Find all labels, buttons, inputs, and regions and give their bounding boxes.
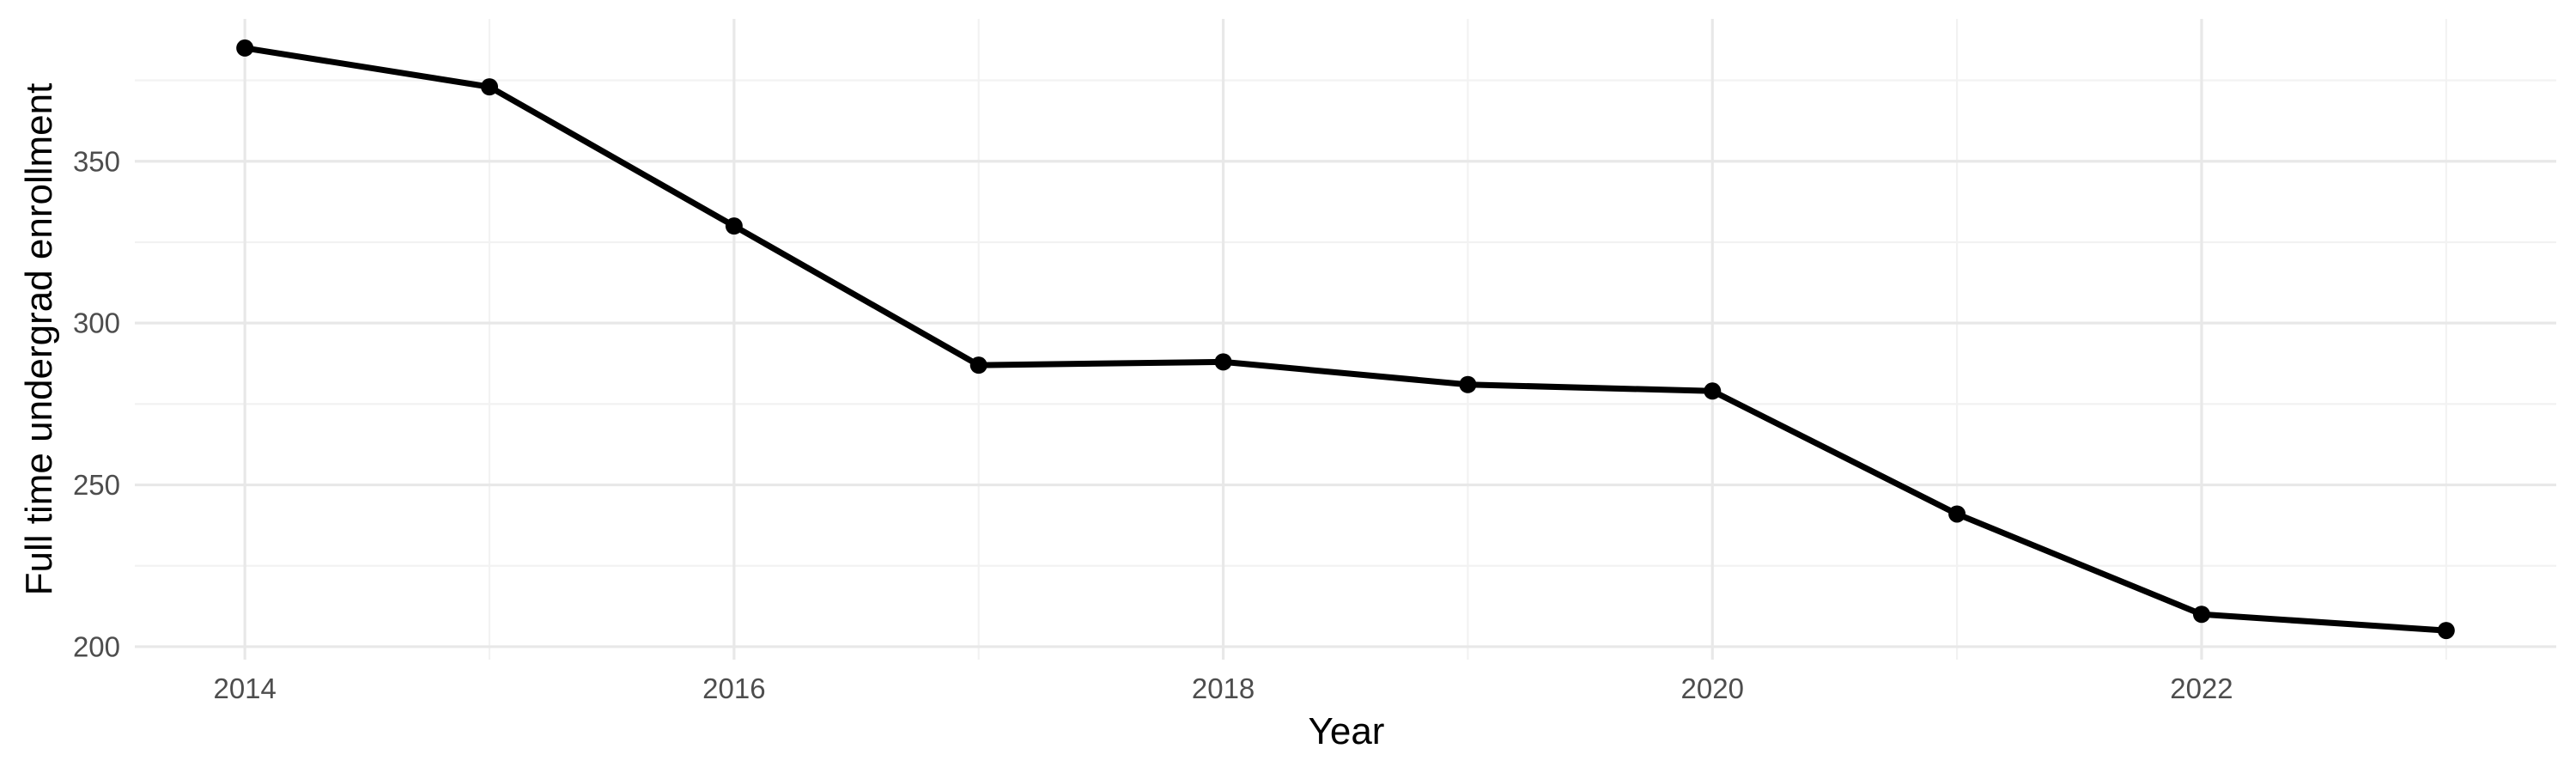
y-tick-label: 250 xyxy=(73,469,120,501)
x-tick-label: 2022 xyxy=(2170,673,2233,704)
x-tick-label: 2014 xyxy=(213,673,276,704)
x-axis-title: Year xyxy=(1308,710,1385,752)
data-point xyxy=(969,356,987,374)
data-point xyxy=(1704,382,1722,400)
y-tick-label: 350 xyxy=(73,145,120,177)
x-tick-label: 2016 xyxy=(702,673,765,704)
data-point xyxy=(236,39,254,57)
data-point xyxy=(725,217,743,235)
data-line xyxy=(244,45,2447,634)
y-tick-label: 200 xyxy=(73,630,120,662)
data-point xyxy=(2192,606,2210,624)
data-point xyxy=(1948,505,1966,523)
y-axis-title: Full time undergrad enrollment xyxy=(18,82,60,596)
data-point xyxy=(1459,375,1477,393)
data-point xyxy=(481,78,499,96)
x-tick-label: 2020 xyxy=(1681,673,1744,704)
y-tick-label: 300 xyxy=(73,307,120,339)
data-point xyxy=(1214,353,1232,371)
x-tick-label: 2018 xyxy=(1192,673,1255,704)
data-point xyxy=(2437,622,2455,640)
